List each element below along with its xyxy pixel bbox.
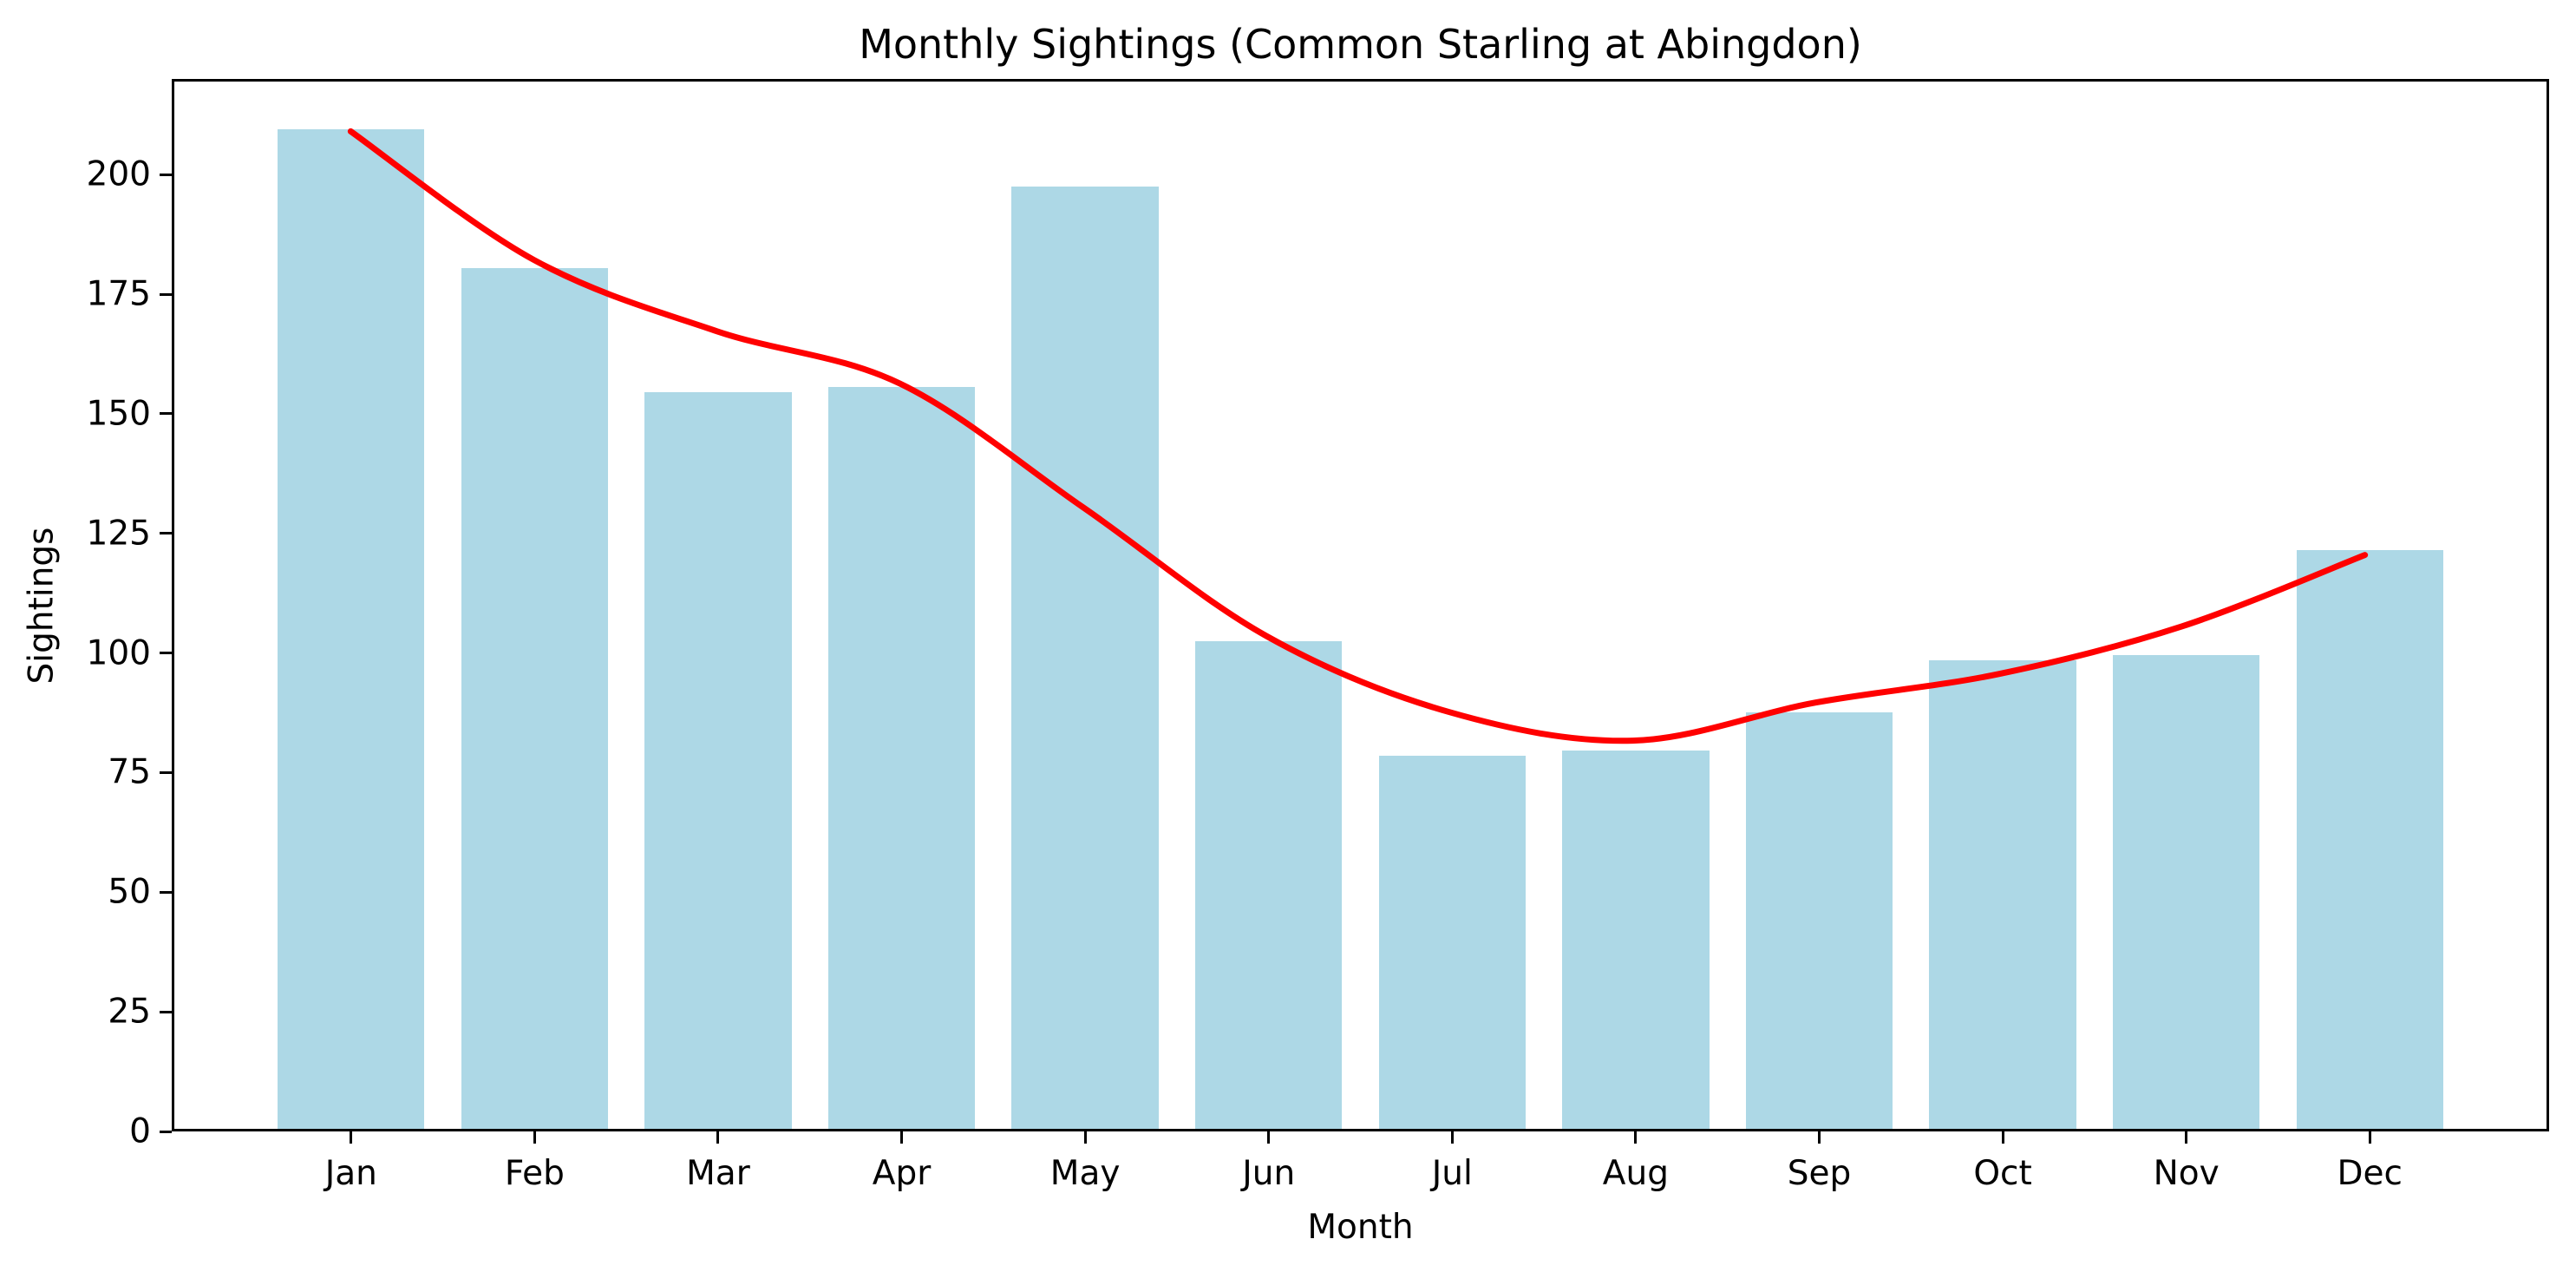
bar-may: 197 (1011, 186, 1159, 1129)
plot-area: 2091801541551971027879879899121 (172, 79, 2549, 1131)
bar-mar: 154 (644, 391, 792, 1129)
x-tick-mark (2185, 1131, 2188, 1144)
x-tick-mark (1634, 1131, 1638, 1144)
y-tick-mark (160, 532, 172, 535)
y-tick-mark (160, 1010, 172, 1013)
y-tick-label: 50 (108, 872, 151, 912)
bar-jul: 78 (1378, 755, 1526, 1129)
x-tick-label-apr: Apr (872, 1154, 932, 1193)
x-tick-label-mar: Mar (686, 1154, 750, 1193)
x-tick-mark (1450, 1131, 1454, 1144)
bar-dec: 121 (2296, 549, 2443, 1129)
trend-line (347, 128, 2369, 744)
y-tick-label: 75 (108, 752, 151, 792)
x-tick-mark (1267, 1131, 1271, 1144)
x-tick-mark (716, 1131, 720, 1144)
x-tick-label-aug: Aug (1602, 1154, 1669, 1193)
x-tick-mark (1817, 1131, 1821, 1144)
x-tick-label-sep: Sep (1787, 1154, 1852, 1193)
y-tick-label: 150 (86, 394, 151, 434)
x-tick-mark (1083, 1131, 1087, 1144)
bar-feb: 180 (461, 267, 608, 1129)
x-tick-label-feb: Feb (504, 1154, 565, 1193)
bar-jun: 102 (1195, 640, 1343, 1129)
y-tick-mark (160, 770, 172, 774)
y-tick-mark (160, 1130, 172, 1133)
x-tick-mark (533, 1131, 536, 1144)
chart-title: Monthly Sightings (Common Starling at Ab… (859, 21, 1862, 68)
y-tick-mark (160, 890, 172, 894)
y-tick-mark (160, 292, 172, 296)
y-tick-label: 0 (129, 1111, 151, 1151)
y-tick-mark (160, 412, 172, 416)
x-axis-label: Month (1307, 1208, 1414, 1247)
x-tick-mark (2001, 1131, 2004, 1144)
x-tick-label-dec: Dec (2337, 1154, 2403, 1193)
x-tick-label-jan: Jan (324, 1154, 377, 1193)
bar-jan: 209 (278, 128, 425, 1129)
y-tick-label: 25 (108, 992, 151, 1032)
bar-apr: 155 (827, 387, 976, 1129)
x-tick-label-oct: Oct (1973, 1154, 2032, 1193)
x-tick-label-nov: Nov (2153, 1154, 2220, 1193)
bar-oct: 98 (1929, 659, 2076, 1129)
bar-nov: 99 (2112, 655, 2260, 1129)
bar-aug: 79 (1562, 751, 1710, 1129)
y-tick-label: 125 (86, 514, 151, 554)
y-tick-label: 100 (86, 633, 151, 673)
y-axis-label: Sightings (22, 527, 62, 684)
trend-line-layer (347, 128, 2369, 744)
bar-sep: 87 (1745, 712, 1893, 1129)
x-tick-label-jun: Jun (1242, 1154, 1296, 1193)
x-tick-mark (350, 1131, 353, 1144)
x-tick-mark (2368, 1131, 2371, 1144)
x-tick-label-jul: Jul (1431, 1154, 1473, 1193)
y-tick-label: 200 (86, 154, 151, 194)
y-tick-label: 175 (86, 274, 151, 314)
x-tick-label-may: May (1049, 1154, 1121, 1193)
y-tick-mark (160, 652, 172, 655)
y-tick-mark (160, 173, 172, 176)
x-tick-mark (900, 1131, 904, 1144)
